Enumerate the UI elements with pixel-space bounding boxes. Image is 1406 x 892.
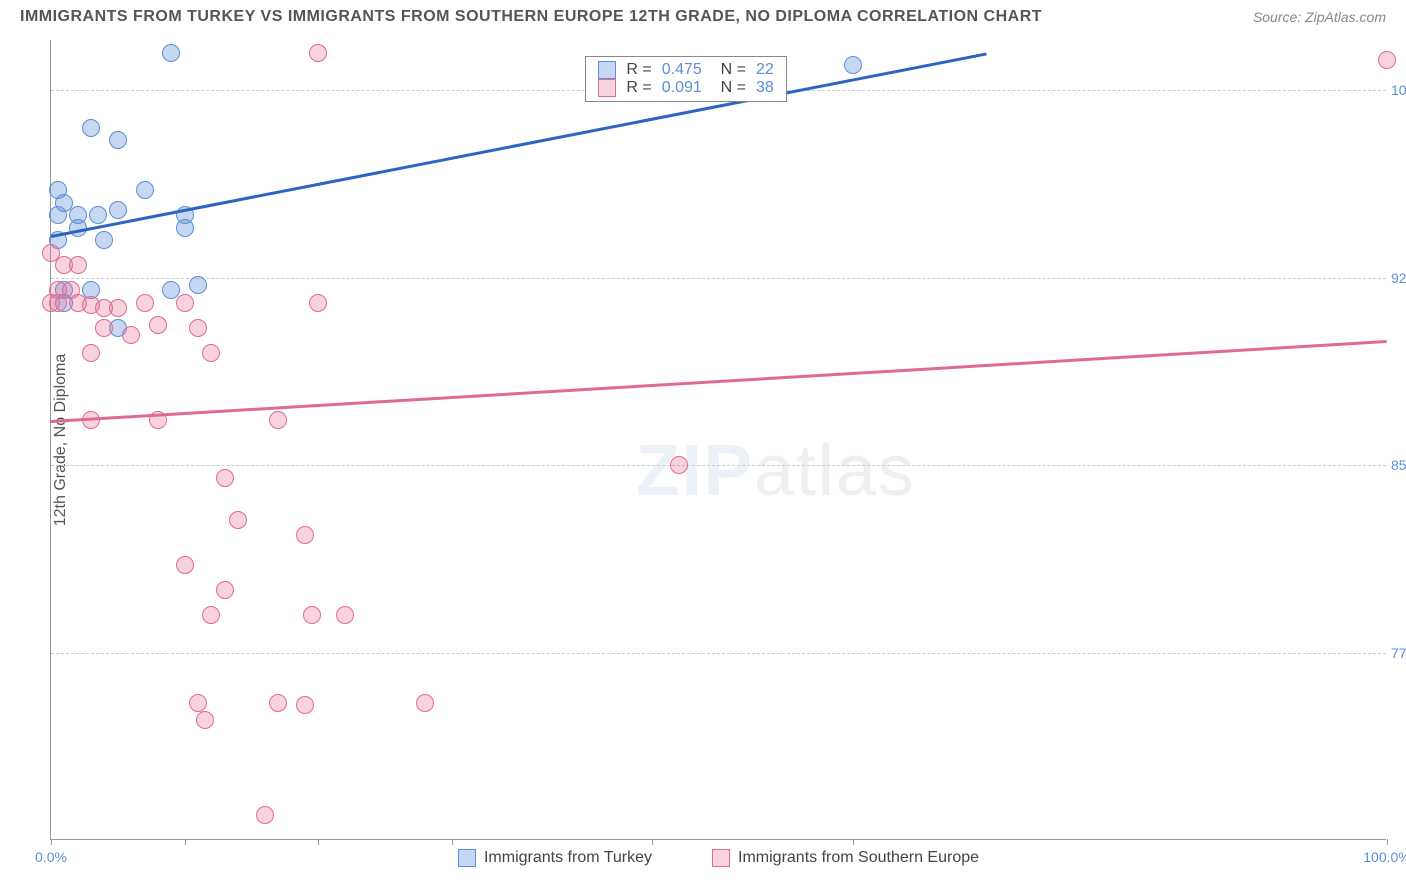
x-tick-label: 0.0% (35, 849, 67, 865)
data-point (256, 806, 274, 824)
data-point (189, 319, 207, 337)
data-point (82, 119, 100, 137)
data-point (95, 319, 113, 337)
data-point (82, 344, 100, 362)
legend-r-value: 0.091 (662, 79, 702, 97)
correlation-legend: R = 0.475 N = 22R = 0.091 N = 38 (585, 56, 786, 102)
legend-n-label: N = (712, 79, 746, 97)
legend-r-value: 0.475 (662, 61, 702, 79)
data-point (269, 694, 287, 712)
data-point (303, 606, 321, 624)
data-point (176, 556, 194, 574)
x-tick (51, 839, 52, 845)
x-tick (853, 839, 854, 845)
y-tick-label: 92.5% (1391, 270, 1406, 286)
legend-r-label: R = (626, 61, 651, 79)
data-point (309, 294, 327, 312)
data-point (229, 511, 247, 529)
data-point (309, 44, 327, 62)
data-point (49, 294, 67, 312)
data-point (122, 326, 140, 344)
data-point (202, 344, 220, 362)
legend-n-label: N = (712, 61, 746, 79)
series-name: Immigrants from Southern Europe (738, 849, 979, 867)
legend-r-label: R = (626, 79, 651, 97)
y-tick-label: 77.5% (1391, 645, 1406, 661)
data-point (69, 256, 87, 274)
data-point (1378, 51, 1396, 69)
y-axis-label: 12th Grade, No Diploma (52, 353, 70, 526)
y-tick-label: 85.0% (1391, 457, 1406, 473)
scatter-chart: 12th Grade, No Diploma ZIPatlas Immigran… (50, 40, 1386, 840)
x-tick (452, 839, 453, 845)
legend-row: R = 0.475 N = 22 (598, 61, 773, 79)
data-point (136, 294, 154, 312)
data-point (196, 711, 214, 729)
legend-swatch (458, 849, 476, 867)
data-point (189, 276, 207, 294)
data-point (202, 606, 220, 624)
data-point (176, 294, 194, 312)
y-tick-label: 100.0% (1391, 82, 1406, 98)
x-tick (318, 839, 319, 845)
data-point (95, 231, 113, 249)
gridline (51, 465, 1386, 466)
data-point (109, 201, 127, 219)
data-point (844, 56, 862, 74)
legend-swatch (598, 79, 616, 97)
data-point (216, 469, 234, 487)
trend-line (51, 53, 987, 238)
data-point (189, 694, 207, 712)
source-label: Source: ZipAtlas.com (1253, 9, 1386, 25)
data-point (149, 316, 167, 334)
data-point (89, 206, 107, 224)
data-point (216, 581, 234, 599)
legend-swatch (598, 61, 616, 79)
legend-row: R = 0.091 N = 38 (598, 79, 773, 97)
data-point (49, 206, 67, 224)
bottom-legend-item: Immigrants from Turkey (458, 849, 652, 867)
legend-swatch (712, 849, 730, 867)
data-point (109, 299, 127, 317)
gridline (51, 278, 1386, 279)
data-point (176, 219, 194, 237)
legend-n-value: 38 (756, 79, 774, 97)
gridline (51, 653, 1386, 654)
bottom-legend-item: Immigrants from Southern Europe (712, 849, 979, 867)
x-tick (185, 839, 186, 845)
bottom-legend: Immigrants from Turkey Immigrants from So… (51, 849, 1386, 867)
chart-title: IMMIGRANTS FROM TURKEY VS IMMIGRANTS FRO… (20, 8, 1042, 26)
data-point (336, 606, 354, 624)
data-point (296, 526, 314, 544)
x-tick (1387, 839, 1388, 845)
x-tick (652, 839, 653, 845)
data-point (136, 181, 154, 199)
legend-n-value: 22 (756, 61, 774, 79)
series-name: Immigrants from Turkey (484, 849, 652, 867)
trend-line (51, 340, 1387, 422)
data-point (269, 411, 287, 429)
data-point (296, 696, 314, 714)
data-point (670, 456, 688, 474)
data-point (109, 131, 127, 149)
data-point (162, 44, 180, 62)
data-point (416, 694, 434, 712)
x-tick-label: 100.0% (1363, 849, 1406, 865)
